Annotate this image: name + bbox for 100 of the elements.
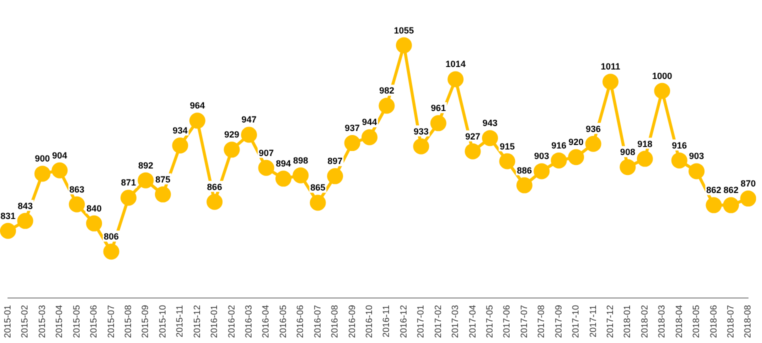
x-tick-label: 2015-04 [54,304,64,338]
x-tick-label: 2018-04 [674,304,684,338]
data-label: 903 [534,151,550,162]
data-label: 929 [224,130,240,140]
data-label: 937 [344,123,360,134]
data-label: 894 [276,158,291,169]
x-tick-label: 2015-03 [36,304,47,338]
x-tick-label: 2016-07 [312,304,322,338]
point [534,163,550,180]
data-label: 831 [0,210,16,221]
x-tick-label: 2018-05 [691,304,702,338]
point [688,163,705,180]
x-tick-label: 2015-06 [88,304,99,338]
data-label: 870 [740,178,756,189]
data-label: 916 [551,140,566,150]
x-tick-label: 2018-07 [725,304,736,338]
point [499,153,516,170]
point [138,172,154,188]
point [17,212,34,229]
x-tick-label: 2017-06 [502,304,512,338]
point [585,136,602,152]
data-label: 900 [34,154,50,164]
x-tick-label: 2015-05 [71,304,82,338]
data-label: 947 [241,114,257,125]
point [430,115,446,132]
data-label: 903 [689,151,704,162]
x-tick-label: 2017-09 [553,304,564,338]
data-label: 904 [52,150,68,160]
x-tick-label: 2015-01 [2,304,12,338]
x-tick-label: 2016-03 [243,304,254,338]
x-tick-label: 2016-09 [346,304,357,338]
point [275,170,292,187]
point [189,112,206,129]
x-tick-label: 2016-02 [226,304,236,338]
point [654,82,670,99]
point [327,168,344,184]
data-label: 944 [362,117,378,128]
data-label: 920 [568,137,584,148]
x-tick-label: 2016-04 [260,304,271,338]
point [154,186,171,202]
point [413,138,430,154]
data-label: 961 [430,103,446,114]
data-label: 943 [482,118,498,128]
x-tick-label: 2016-05 [278,304,288,338]
x-tick-label: 2017-03 [450,304,460,338]
data-label: 898 [293,155,308,166]
point [120,190,136,206]
data-label: 843 [18,200,33,211]
point [86,215,102,232]
data-label: 862 [706,185,722,196]
x-tick-label: 2015-11 [174,304,185,338]
point [550,152,567,168]
point [671,152,688,168]
data-label: 806 [104,232,119,242]
x-tick-label: 2018-03 [656,304,667,338]
data-label: 908 [620,147,636,158]
x-tick-label: 2016-01 [209,304,220,338]
data-label: 915 [500,141,515,152]
x-tick-label: 2017-05 [484,304,494,338]
point [396,37,412,54]
point [292,167,309,184]
point [482,130,498,146]
x-tick-label: 2017-11 [588,304,598,338]
point [620,159,636,176]
point [103,244,120,260]
x-tick-label: 2017-10 [570,304,581,338]
data-label: 1000 [652,70,672,81]
point [464,143,481,160]
point [172,138,188,154]
data-label: 933 [414,126,429,136]
point [68,196,85,212]
x-tick-label: 2018-01 [622,304,632,338]
data-label: 897 [328,156,343,166]
data-label: 871 [120,178,136,188]
x-tick-label: 2015-12 [192,304,202,338]
point [568,149,584,166]
data-label: 840 [86,203,102,214]
point [34,166,50,182]
point [706,197,722,214]
x-tick-label: 2017-04 [467,304,478,338]
point [448,71,464,88]
data-label: 934 [172,126,188,136]
point [378,98,395,114]
x-tick-label: 2017-12 [604,304,615,338]
x-tick-label: 2017-01 [416,304,426,338]
data-label: 892 [138,160,154,170]
x-tick-label: 2018-06 [708,304,718,338]
point [240,126,257,143]
data-label: 866 [207,182,222,192]
x-tick-label: 2016-11 [381,304,392,338]
point [310,194,326,211]
point [258,160,274,176]
data-label: 862 [723,185,738,196]
point [224,142,240,158]
x-tick-label: 2018-08 [742,304,753,338]
point [602,74,618,90]
data-label: 863 [69,184,84,194]
x-tick-label: 2016-12 [398,304,408,338]
point [361,129,378,146]
data-label: 916 [672,140,687,150]
